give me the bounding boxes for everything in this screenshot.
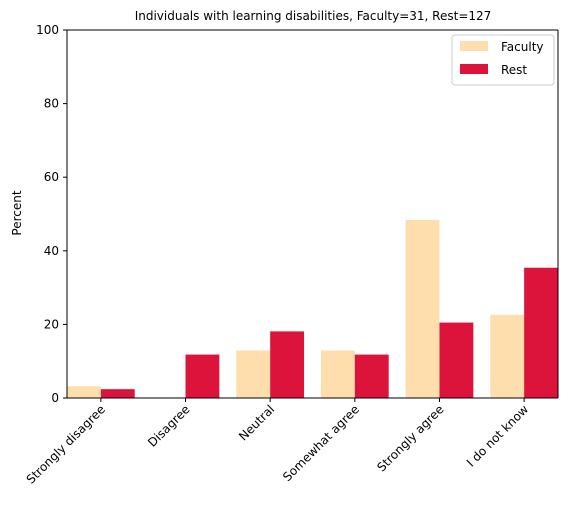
axes: [66, 29, 559, 399]
legend: Faculty Rest: [451, 34, 555, 86]
ticks: 0 20 40 60 80 100 Strongly disagree Disagree Neu…: [24, 23, 532, 487]
y-tick-label: 60: [44, 170, 59, 184]
x-tick-label-neutral: Neutral: [236, 402, 277, 443]
legend-swatch-faculty: [460, 41, 488, 51]
y-tick-label: 100: [36, 23, 59, 37]
y-tick-label: 80: [44, 97, 59, 111]
bar-rest-disagree: [185, 354, 220, 398]
x-tick-label-i-do-not-know: I do not know: [464, 402, 532, 470]
bars-layer: [67, 219, 558, 398]
x-tick-label-somewhat-agree: Somewhat agree: [280, 402, 362, 484]
bar-rest-strongly-agree: [439, 322, 474, 398]
x-tick-label-strongly-agree: Strongly agree: [374, 402, 446, 474]
bar-faculty-neutral: [236, 350, 271, 398]
y-tick-label: 20: [44, 317, 59, 331]
legend-label-rest: Rest: [501, 63, 527, 77]
chart-title: Individuals with learning disabilities, …: [135, 9, 492, 23]
bar-rest-neutral: [270, 331, 305, 398]
x-tick-label-disagree: Disagree: [145, 402, 193, 450]
bar-rest-strongly-disagree: [100, 389, 135, 398]
legend-label-faculty: Faculty: [501, 40, 544, 54]
y-tick-label: 40: [44, 244, 59, 258]
y-tick-label: 0: [51, 391, 59, 405]
y-axis-label: Percent: [10, 190, 24, 235]
bar-faculty-strongly-agree: [405, 219, 440, 398]
bar-rest-i-do-not-know: [524, 267, 558, 398]
bar-faculty-somewhat-agree: [320, 350, 355, 398]
legend-swatch-rest: [460, 64, 488, 74]
bar-rest-somewhat-agree: [354, 354, 389, 398]
bar-faculty-strongly-disagree: [67, 386, 101, 398]
bar-faculty-i-do-not-know: [490, 314, 525, 398]
x-tick-label-strongly-disagree: Strongly disagree: [24, 402, 108, 486]
